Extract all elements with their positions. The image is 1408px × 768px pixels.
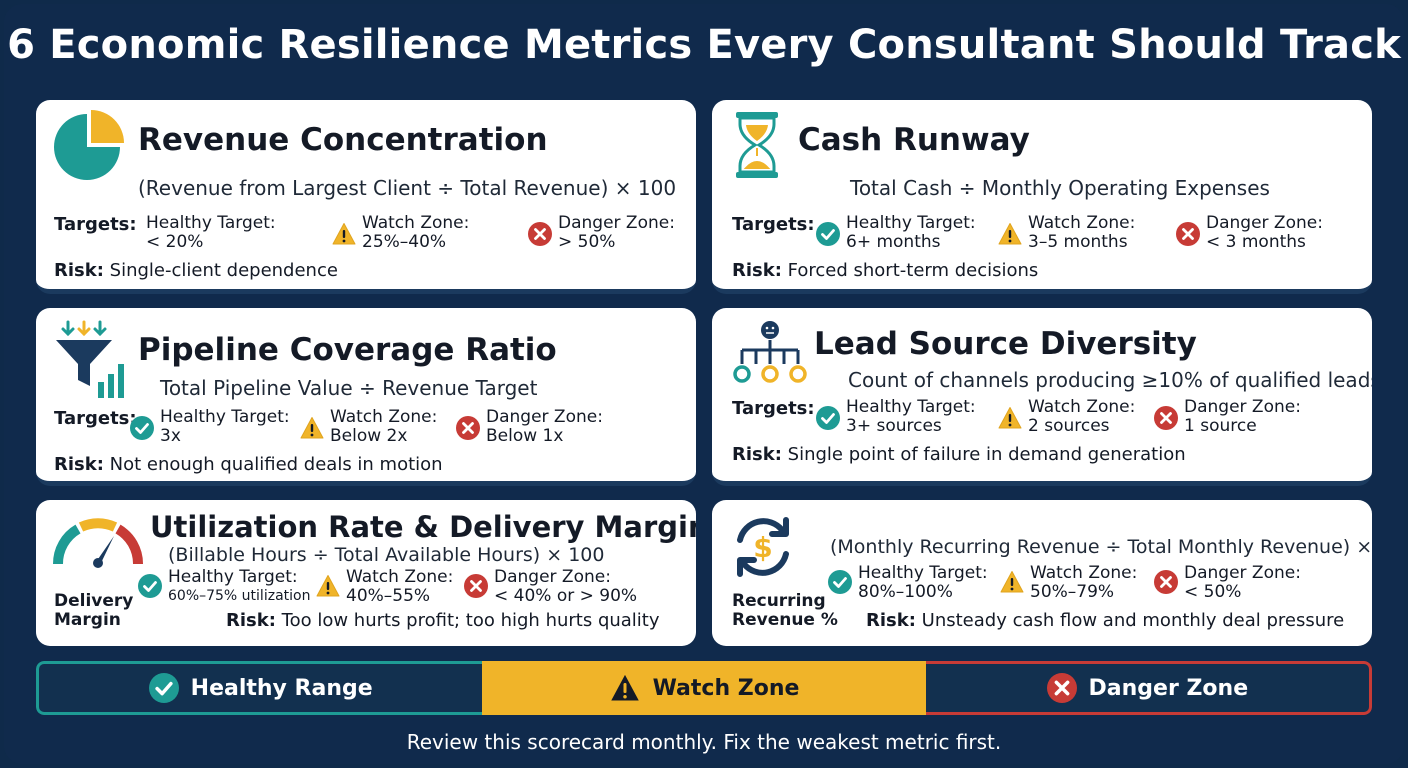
danger-zone: Danger Zone: < 3 months — [1176, 214, 1323, 252]
risk-text: Risk: Unsteady cash flow and monthly dea… — [866, 610, 1345, 631]
risk-text: Risk: Single-client dependence — [54, 260, 338, 281]
card-recurring-revenue: $ Recurring Revenue % (Monthly Recurring … — [712, 500, 1372, 646]
card-title: Utilization Rate & Delivery Margin — [150, 510, 696, 544]
warning-icon — [610, 674, 639, 701]
card-title: Lead Source Diversity — [814, 326, 1197, 362]
formula: Total Cash ÷ Monthly Operating Expenses — [850, 176, 1270, 200]
formula: Total Pipeline Value ÷ Revenue Target — [160, 376, 538, 400]
legend-watch: Watch Zone — [482, 661, 926, 715]
footer-note: Review this scorecard monthly. Fix the w… — [406, 730, 1002, 754]
card-utilization-rate: Delivery Margin Utilization Rate & Delive… — [36, 500, 696, 646]
card-title: Cash Runway — [798, 122, 1030, 158]
watch-zone: Watch Zone: 2 sources — [998, 398, 1135, 436]
check-circle-icon — [816, 222, 840, 246]
risk-text: Risk: Forced short-term decisions — [732, 260, 1039, 281]
danger-zone: Danger Zone: Below 1x — [456, 408, 603, 446]
warning-icon — [300, 416, 324, 440]
healthy-target: Healthy Target: 80%–100% — [828, 564, 988, 602]
danger-zone: Danger Zone: 1 source — [1154, 398, 1301, 436]
legend-bar: Healthy Range Watch Zone Danger Zone — [36, 661, 1372, 715]
delivery-margin-label: Delivery Margin — [54, 591, 134, 630]
recurring-dollar-icon: $ — [737, 517, 789, 577]
x-circle-icon — [1154, 570, 1178, 594]
hourglass-icon — [736, 112, 778, 178]
legend-healthy-label: Healthy Range — [190, 675, 373, 701]
check-circle-icon — [148, 673, 179, 703]
funnel-icon — [56, 320, 124, 398]
danger-zone: Danger Zone: > 50% — [528, 214, 675, 252]
danger-zone: Danger Zone: < 40% or > 90% — [464, 568, 637, 606]
danger-zone: Danger Zone: < 50% — [1154, 564, 1301, 602]
warning-icon — [332, 222, 356, 246]
x-circle-icon — [1154, 406, 1178, 430]
targets-label: Targets: — [732, 398, 815, 419]
formula: (Revenue from Largest Client ÷ Total Rev… — [138, 176, 677, 200]
warning-icon — [998, 222, 1022, 246]
org-tree-icon — [733, 321, 807, 383]
card-title: Revenue Concentration — [138, 122, 548, 158]
risk-text: Risk: Not enough qualified deals in moti… — [54, 454, 443, 475]
risk-text: Risk: Single point of failure in demand … — [732, 444, 1186, 465]
card-title: Pipeline Coverage Ratio — [138, 332, 557, 368]
card-cash-runway: Cash Runway Total Cash ÷ Monthly Operati… — [712, 100, 1372, 294]
watch-zone: Watch Zone: 40%–55% — [316, 568, 453, 606]
check-circle-icon — [138, 574, 162, 598]
warning-icon — [316, 574, 340, 598]
healthy-target: Healthy Target: < 20% — [146, 213, 276, 252]
card-lead-source-diversity: Lead Source Diversity Count of channels … — [712, 308, 1372, 486]
legend-watch-label: Watch Zone — [652, 675, 800, 701]
formula: (Billable Hours ÷ Total Available Hours)… — [168, 544, 605, 566]
check-circle-icon — [828, 570, 852, 594]
watch-zone: Watch Zone: 3–5 months — [998, 214, 1135, 252]
warning-icon — [1000, 570, 1024, 594]
healthy-target: Healthy Target: 6+ months — [816, 214, 976, 252]
watch-zone: Watch Zone: 50%–79% — [1000, 564, 1137, 602]
watch-zone: Watch Zone: Below 2x — [300, 408, 437, 446]
card-revenue-concentration: Revenue Concentration (Revenue from Larg… — [36, 100, 696, 294]
page-title: 6 Economic Resilience Metrics Every Cons… — [7, 22, 1401, 68]
risk-text: Risk: Too low hurts profit; too high hur… — [226, 610, 660, 631]
x-circle-icon — [1046, 673, 1077, 703]
formula: Count of channels producing ≥10% of qual… — [848, 368, 1372, 392]
gauge-icon — [52, 518, 144, 568]
warning-icon — [998, 406, 1022, 430]
legend-danger-label: Danger Zone — [1088, 675, 1249, 701]
x-circle-icon — [528, 222, 552, 246]
targets-label: Targets: — [732, 214, 815, 235]
x-circle-icon — [456, 416, 480, 440]
recurring-revenue-label: Recurring Revenue % — [732, 591, 838, 630]
x-circle-icon — [1176, 222, 1200, 246]
check-circle-icon — [130, 416, 154, 440]
x-circle-icon — [464, 574, 488, 598]
healthy-target: Healthy Target: 60%–75% utilization — [138, 568, 310, 606]
legend-healthy: Healthy Range — [36, 661, 483, 715]
healthy-target: Healthy Target: 3+ sources — [816, 398, 976, 436]
healthy-target: Healthy Target: 3x — [130, 408, 290, 446]
card-pipeline-coverage: Pipeline Coverage Ratio Total Pipeline V… — [36, 308, 696, 486]
pie-chart-icon — [54, 110, 124, 180]
targets-label: Targets: — [54, 214, 137, 235]
formula: (Monthly Recurring Revenue ÷ Total Month… — [830, 536, 1372, 558]
svg-text:$: $ — [753, 531, 772, 564]
check-circle-icon — [816, 406, 840, 430]
targets-label: Targets: — [54, 408, 137, 429]
legend-danger: Danger Zone — [925, 661, 1372, 715]
watch-zone: Watch Zone: 25%–40% — [332, 214, 469, 252]
